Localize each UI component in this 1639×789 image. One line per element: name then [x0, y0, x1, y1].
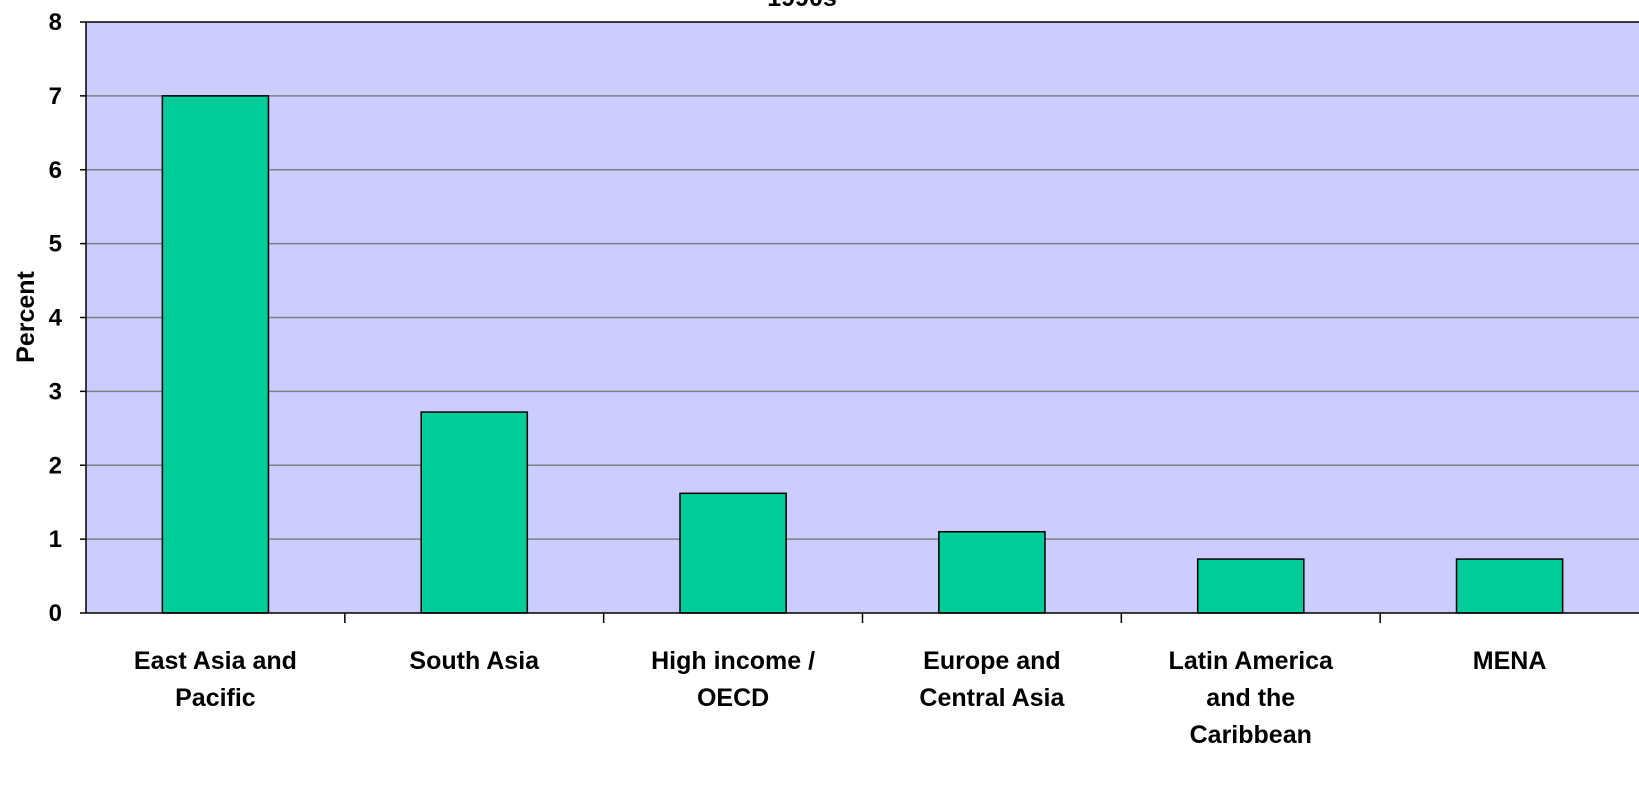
y-tick-label: 3 [49, 378, 62, 405]
bar [679, 492, 787, 614]
x-category-label: South Asia [409, 647, 540, 675]
chart-title: 1990s [767, 0, 837, 12]
y-tick-label: 4 [49, 305, 63, 332]
bar [1196, 558, 1305, 614]
x-category-label: Caribbean [1190, 721, 1312, 749]
x-category-label: Central Asia [919, 684, 1065, 712]
bar [420, 411, 529, 614]
x-category-label: MENA [1473, 647, 1547, 675]
y-axis-title: Percent [12, 270, 40, 362]
y-tick-label: 6 [49, 157, 62, 184]
x-category-label: East Asia and [134, 647, 297, 675]
y-tick-label: 0 [49, 600, 62, 627]
category-labels: East Asia and Pacific South Asia High incom… [134, 647, 1546, 749]
y-tick-label: 2 [49, 452, 62, 479]
bar [938, 530, 1046, 614]
gridlines [86, 95, 1639, 540]
x-category-label: High income / [651, 647, 815, 675]
y-tick-labels: 0 1 2 3 4 5 6 7 8 [49, 9, 63, 627]
x-category-label: Europe and [923, 647, 1061, 675]
x-category-label: Latin America [1169, 647, 1335, 675]
y-tick-label: 8 [49, 9, 62, 36]
bar [1455, 558, 1564, 614]
x-category-label: Pacific [175, 684, 256, 712]
axes [80, 21, 1639, 623]
x-category-label: OECD [697, 684, 769, 712]
y-tick-label: 7 [49, 83, 62, 110]
x-category-label: and the [1206, 684, 1295, 712]
y-tick-label: 5 [49, 231, 62, 258]
bar [161, 95, 270, 614]
y-tick-label: 1 [49, 526, 62, 553]
